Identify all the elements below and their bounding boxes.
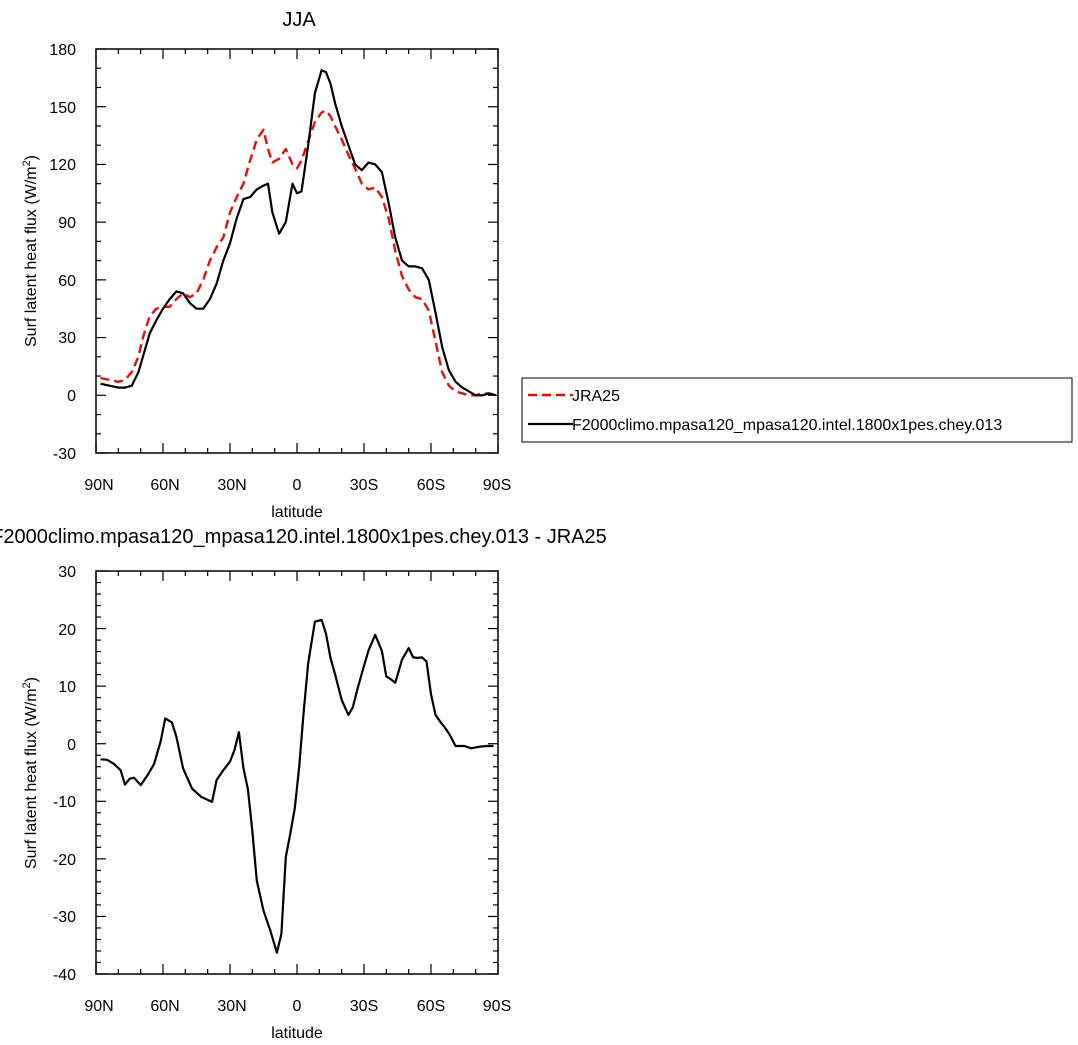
top-ylabel-sup: 2: [21, 160, 33, 166]
bottom-plot: F2000climo.mpasa120_mpasa120.intel.1800x…: [0, 526, 607, 1042]
bottom-ytick-label: -30: [53, 909, 76, 926]
bottom-x-axis-label: latitude: [271, 1025, 323, 1042]
top-plot-lines: [100, 69, 497, 397]
bottom-ytick-label: -20: [53, 852, 76, 869]
top-ytick-label: 0: [67, 388, 76, 405]
top-xtick-label: 60N: [150, 477, 179, 494]
top-xtick-label: 60S: [417, 477, 445, 494]
legend-label-jra25: JRA25: [572, 388, 620, 405]
bottom-xtick-label: 60S: [417, 998, 445, 1015]
bottom-plot-lines: [100, 618, 494, 954]
bottom-xtick-label: 30S: [350, 998, 378, 1015]
top-ytick-label: 90: [58, 215, 76, 232]
bottom-xtick-label: 30N: [217, 998, 246, 1015]
top-ytick-label: 30: [58, 330, 76, 347]
top-ylabel-end: ): [23, 155, 40, 160]
bottom-y-axis-label: Surf latent heat flux (W/m2): [21, 677, 40, 869]
bottom-axis-ticks: [95, 570, 499, 975]
legend: JRA25 F2000climo.mpasa120_mpasa120.intel…: [521, 377, 1073, 443]
bottom-ytick-label: 10: [58, 679, 76, 696]
top-xtick-label: 30S: [350, 477, 378, 494]
bottom-plot-title: F2000climo.mpasa120_mpasa120.intel.1800x…: [0, 526, 607, 548]
bottom-difference-line: [100, 618, 494, 954]
top-ytick-label: 120: [49, 157, 76, 174]
bottom-xtick-label: 90S: [483, 998, 511, 1015]
bottom-plot-frame: [95, 570, 499, 975]
bottom-ytick-label: 0: [67, 737, 76, 754]
top-ytick-label: -30: [53, 446, 76, 463]
bottom-ylabel-sup: 2: [21, 682, 33, 688]
top-plot-title: JJA: [282, 9, 316, 31]
bottom-ytick-label: 20: [58, 622, 76, 639]
top-ytick-label: 60: [58, 273, 76, 290]
top-y-axis-label: Surf latent heat flux (W/m2): [21, 155, 40, 347]
top-series-jra25-line: [100, 109, 497, 397]
bottom-ytick-label: -10: [53, 794, 76, 811]
top-xtick-label: 90N: [84, 477, 113, 494]
bottom-ylabel-main: Surf latent heat flux (W/m: [23, 688, 40, 869]
top-series-model-line: [100, 69, 497, 397]
bottom-ylabel-end: ): [23, 677, 40, 682]
bottom-ytick-label: 30: [58, 564, 76, 581]
legend-label-model: F2000climo.mpasa120_mpasa120.intel.1800x…: [572, 417, 1002, 434]
top-y-tick-labels: 180 150 120 90 60 30 0 -30: [49, 42, 76, 463]
bottom-xtick-label: 90N: [84, 998, 113, 1015]
top-plot-frame: [95, 48, 499, 454]
bottom-xtick-label: 0: [293, 998, 302, 1015]
top-axis-ticks: [95, 48, 499, 454]
bottom-y-tick-labels: 30 20 10 0 -10 -20 -30 -40: [53, 564, 76, 984]
bottom-x-tick-labels: 90N 60N 30N 0 30S 60S 90S: [84, 998, 511, 1015]
top-x-tick-labels: 90N 60N 30N 0 30S 60S 90S: [84, 477, 511, 494]
bottom-xtick-label: 60N: [150, 998, 179, 1015]
legend-box: [521, 377, 1073, 443]
top-x-axis-label: latitude: [271, 504, 323, 521]
top-xtick-label: 0: [293, 477, 302, 494]
top-xtick-label: 90S: [483, 477, 511, 494]
top-plot: JJA 180 150 120 90 60 30 0 -30 90N 60N 3…: [21, 9, 511, 521]
top-ylabel-main: Surf latent heat flux (W/m: [23, 166, 40, 347]
bottom-ytick-label: -40: [53, 967, 76, 984]
top-ytick-label: 150: [49, 100, 76, 117]
top-ytick-label: 180: [49, 42, 76, 59]
top-xtick-label: 30N: [217, 477, 246, 494]
